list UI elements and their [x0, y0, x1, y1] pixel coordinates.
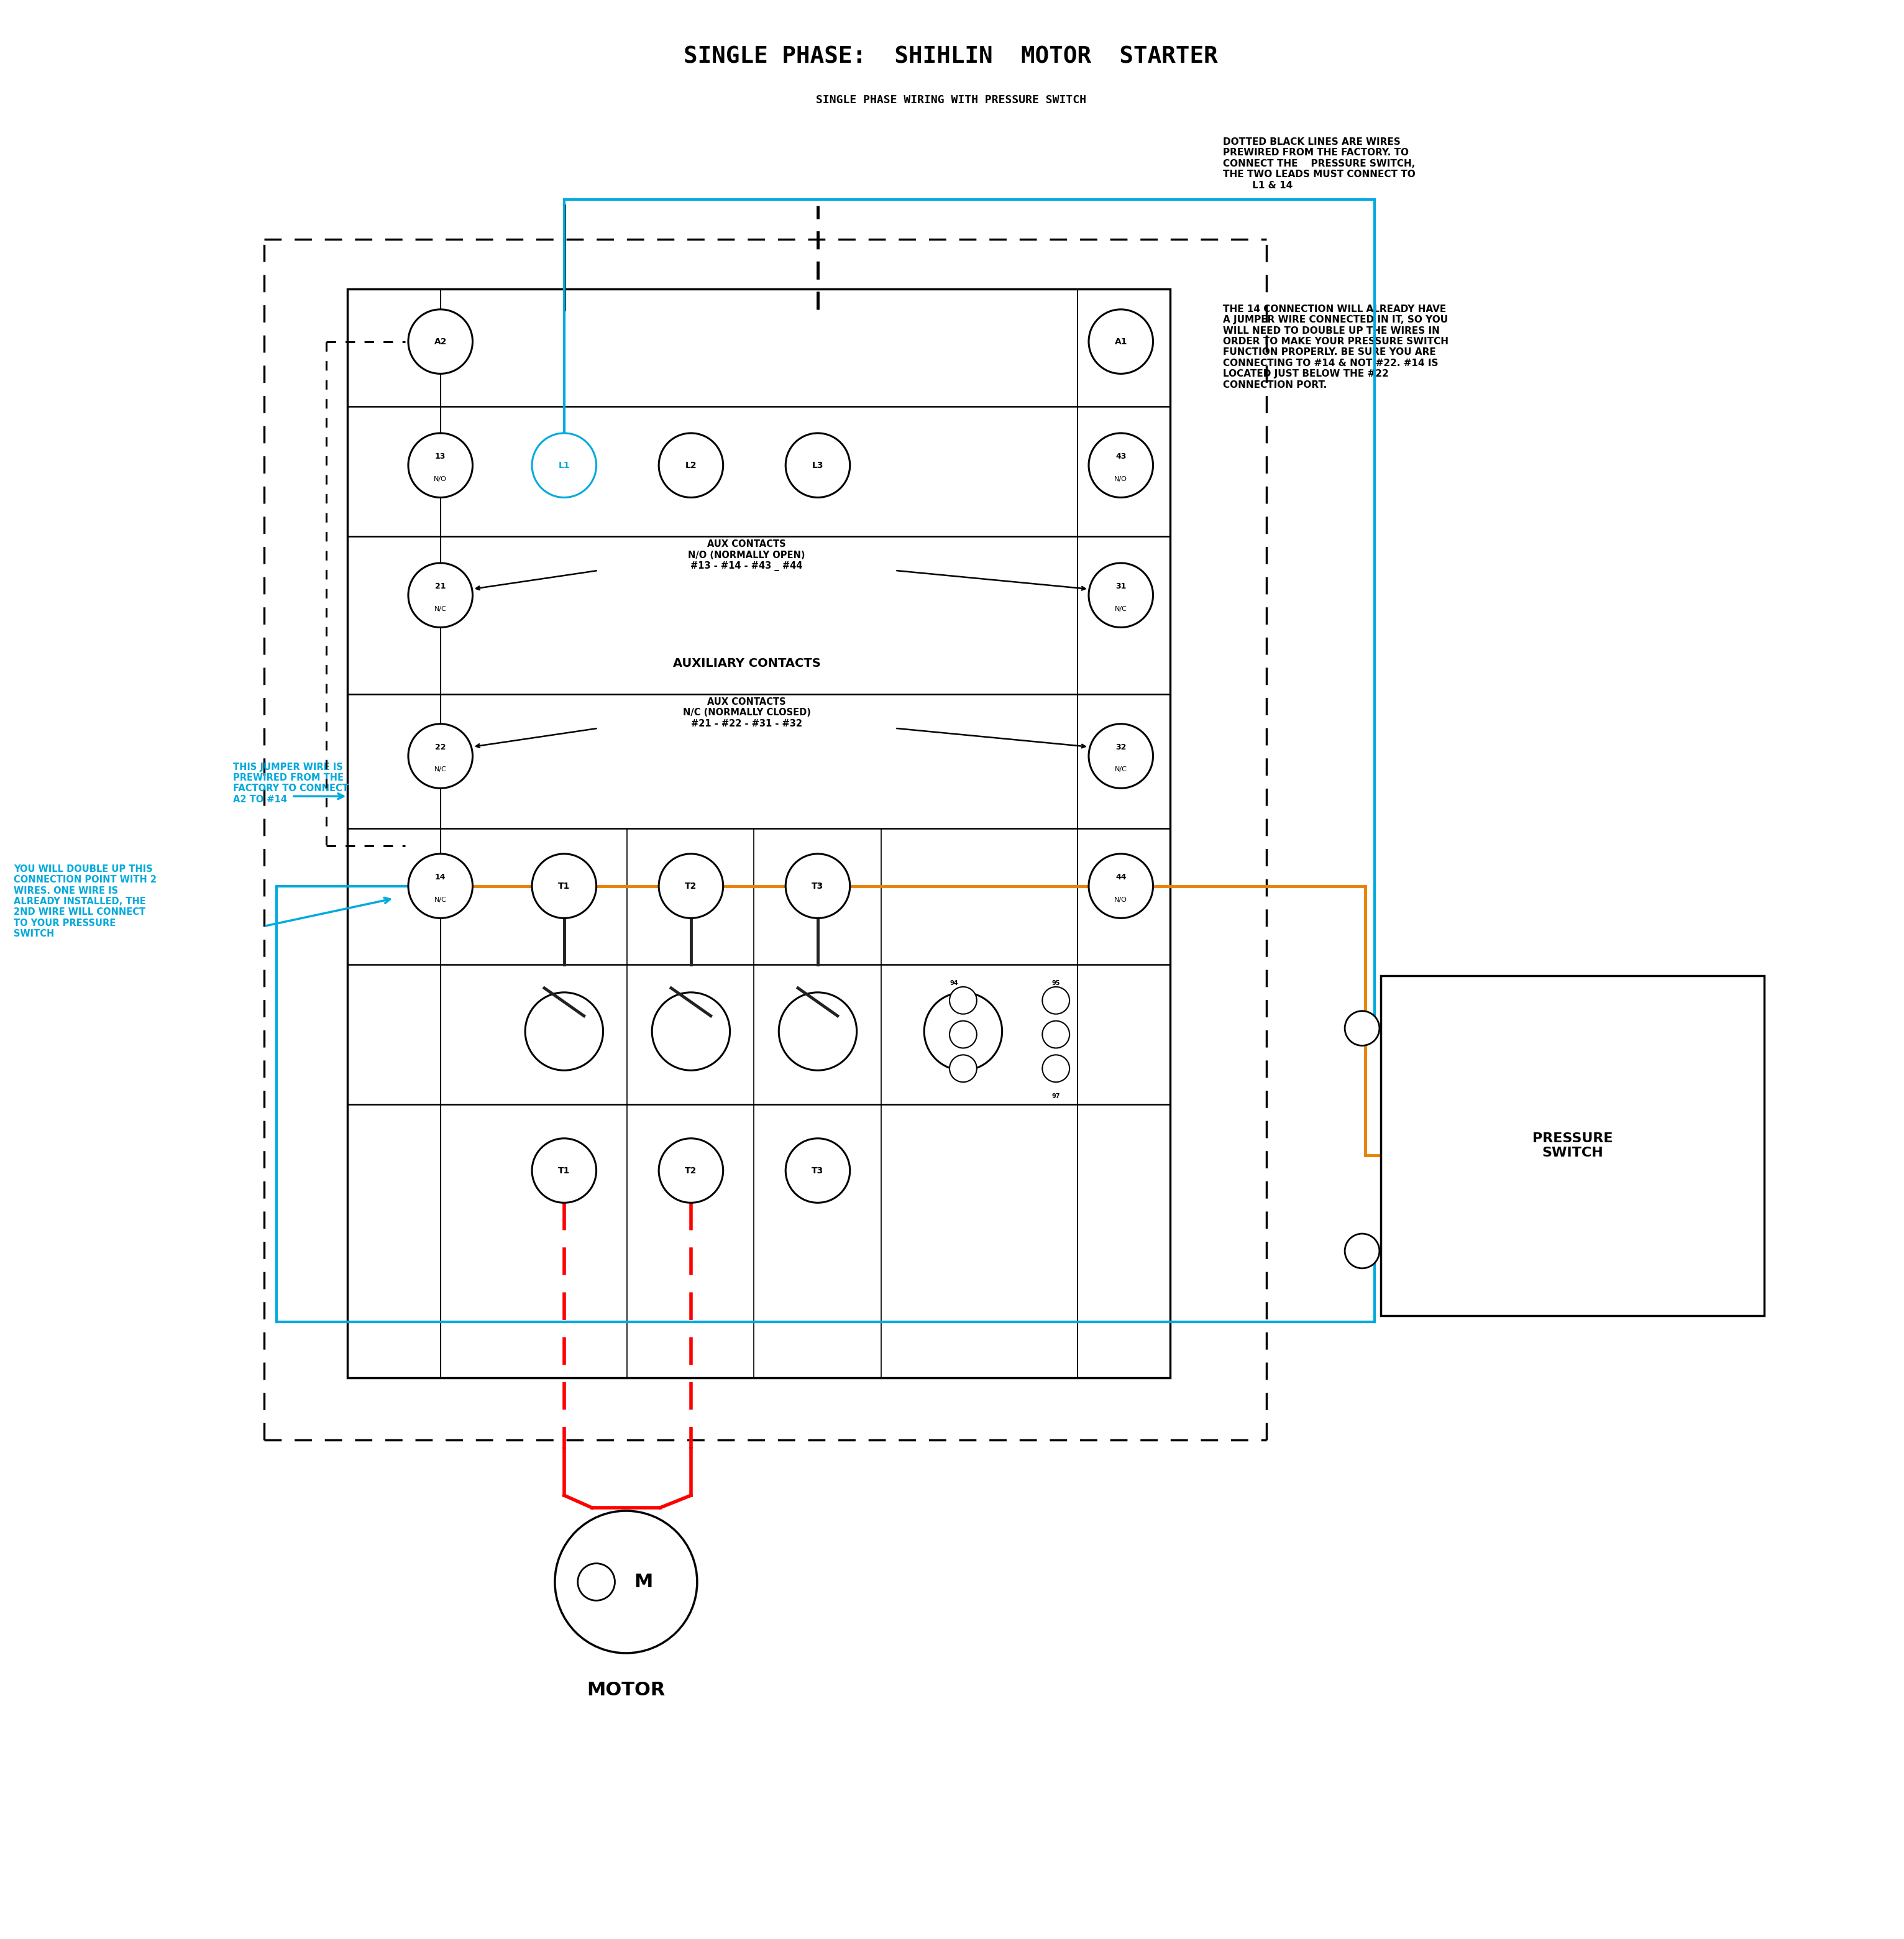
Circle shape — [950, 1020, 977, 1049]
Text: T3: T3 — [811, 882, 824, 890]
Bar — [348, 289, 1171, 1379]
Text: M: M — [634, 1573, 653, 1592]
Text: A1: A1 — [1114, 337, 1127, 345]
Circle shape — [407, 310, 472, 374]
Circle shape — [407, 723, 472, 789]
Text: 97: 97 — [1051, 1094, 1061, 1099]
Text: DOTTED BLACK LINES ARE WIRES
PREWIRED FROM THE FACTORY. TO
CONNECT THE    PRESSU: DOTTED BLACK LINES ARE WIRES PREWIRED FR… — [1222, 138, 1415, 190]
Text: T2: T2 — [685, 1165, 697, 1175]
Text: N/C: N/C — [1114, 766, 1127, 774]
Text: T3: T3 — [811, 1165, 824, 1175]
Text: T1: T1 — [558, 882, 569, 890]
Text: MOTOR: MOTOR — [586, 1681, 664, 1699]
Text: 21: 21 — [434, 582, 446, 591]
Circle shape — [1041, 987, 1070, 1014]
Circle shape — [1041, 1055, 1070, 1082]
Text: SINGLE PHASE:  SHIHLIN  MOTOR  STARTER: SINGLE PHASE: SHIHLIN MOTOR STARTER — [684, 47, 1219, 68]
Bar — [1380, 975, 1765, 1317]
Text: AUX CONTACTS
N/O (NORMALLY OPEN)
#13 - #14 - #43 _ #44: AUX CONTACTS N/O (NORMALLY OPEN) #13 - #… — [687, 539, 805, 572]
Circle shape — [1089, 432, 1154, 498]
Text: L1: L1 — [558, 461, 569, 469]
Text: AUX CONTACTS
N/C (NORMALLY CLOSED)
#21 - #22 - #31 - #32: AUX CONTACTS N/C (NORMALLY CLOSED) #21 -… — [684, 698, 811, 729]
Text: N/C: N/C — [434, 605, 447, 613]
Circle shape — [1089, 723, 1154, 789]
Text: 94: 94 — [950, 979, 958, 987]
Text: THIS JUMPER WIRE IS
PREWIRED FROM THE
FACTORY TO CONNECT
A2 TO #14: THIS JUMPER WIRE IS PREWIRED FROM THE FA… — [232, 762, 348, 805]
Text: N/C: N/C — [434, 896, 447, 904]
Text: 44: 44 — [1116, 873, 1127, 882]
Circle shape — [1089, 853, 1154, 919]
Circle shape — [407, 432, 472, 498]
Text: N/O: N/O — [434, 475, 447, 483]
Text: L3: L3 — [811, 461, 824, 469]
Text: N/O: N/O — [1114, 896, 1127, 904]
Text: T2: T2 — [685, 882, 697, 890]
Circle shape — [1041, 1020, 1070, 1049]
Text: THE 14 CONNECTION WILL ALREADY HAVE
A JUMPER WIRE CONNECTED IN IT, SO YOU
WILL N: THE 14 CONNECTION WILL ALREADY HAVE A JU… — [1222, 304, 1449, 390]
Text: 13: 13 — [434, 452, 446, 461]
Text: 31: 31 — [1116, 582, 1127, 591]
Circle shape — [1089, 562, 1154, 628]
Text: 43: 43 — [1116, 452, 1127, 461]
Circle shape — [786, 432, 849, 498]
Circle shape — [577, 1563, 615, 1600]
Circle shape — [554, 1510, 697, 1654]
Circle shape — [1344, 1233, 1378, 1268]
Text: 14: 14 — [434, 873, 446, 882]
Text: YOU WILL DOUBLE UP THIS
CONNECTION POINT WITH 2
WIRES. ONE WIRE IS
ALREADY INSTA: YOU WILL DOUBLE UP THIS CONNECTION POINT… — [13, 865, 156, 938]
Circle shape — [1089, 310, 1154, 374]
Text: 32: 32 — [1116, 743, 1127, 752]
Circle shape — [786, 853, 849, 919]
Text: 95: 95 — [1051, 979, 1061, 987]
Circle shape — [1344, 1010, 1378, 1045]
Circle shape — [407, 562, 472, 628]
Text: N/C: N/C — [1114, 605, 1127, 613]
Text: N/O: N/O — [1114, 475, 1127, 483]
Circle shape — [950, 1055, 977, 1082]
Circle shape — [651, 993, 729, 1070]
Circle shape — [786, 1138, 849, 1202]
Circle shape — [923, 993, 1002, 1070]
Circle shape — [526, 993, 604, 1070]
Text: N/C: N/C — [434, 766, 447, 774]
Circle shape — [531, 1138, 596, 1202]
Circle shape — [779, 993, 857, 1070]
Text: A2: A2 — [434, 337, 447, 345]
Text: PRESSURE
SWITCH: PRESSURE SWITCH — [1533, 1132, 1613, 1160]
Text: T1: T1 — [558, 1165, 569, 1175]
Circle shape — [659, 853, 724, 919]
Circle shape — [659, 1138, 724, 1202]
Circle shape — [531, 853, 596, 919]
Text: SINGLE PHASE WIRING WITH PRESSURE SWITCH: SINGLE PHASE WIRING WITH PRESSURE SWITCH — [815, 95, 1085, 107]
Circle shape — [407, 853, 472, 919]
Circle shape — [531, 432, 596, 498]
Circle shape — [950, 987, 977, 1014]
Text: 22: 22 — [434, 743, 446, 752]
Text: L2: L2 — [685, 461, 697, 469]
Text: AUXILIARY CONTACTS: AUXILIARY CONTACTS — [672, 657, 821, 669]
Circle shape — [659, 432, 724, 498]
